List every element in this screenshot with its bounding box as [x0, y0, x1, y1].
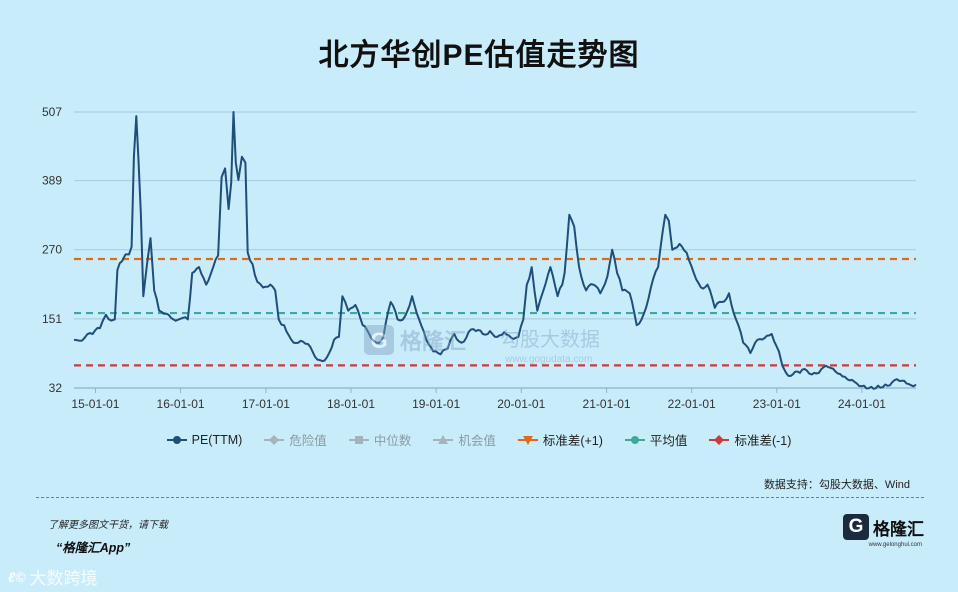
chart-watermark: G 格隆汇 勾股大数据 www.gogudata.com	[364, 325, 600, 365]
legend-item[interactable]: 危险值	[264, 430, 327, 449]
watermark-logo-icon	[364, 325, 394, 355]
y-tick-label: 389	[42, 174, 62, 188]
legend-item[interactable]: 标准差(+1)	[517, 430, 603, 449]
legend-swatch-icon	[709, 434, 730, 445]
watermark-brand-2: 勾股大数据	[500, 328, 600, 351]
divider	[36, 497, 924, 498]
x-tick-label: 20-01-01	[497, 397, 545, 411]
x-tick-label: 16-01-01	[157, 397, 205, 411]
legend-item[interactable]: 平均值	[624, 430, 688, 449]
y-tick-label: 32	[49, 381, 63, 395]
y-tick-label: 507	[42, 105, 62, 119]
watermark-brand: 格隆汇	[400, 329, 466, 354]
bottom-watermark-icon: ℓ©	[8, 568, 26, 585]
bottom-watermark: ℓ© 大数跨境	[8, 564, 98, 589]
legend-label: 标准差(+1)	[542, 434, 603, 448]
x-tick-labels: 15-01-01 16-01-01 17-01-01 18-01-01 19-01-01…	[71, 388, 886, 411]
x-tick-label: 18-01-01	[327, 397, 375, 411]
legend-label: 平均值	[649, 434, 688, 448]
legend-label: 机会值	[458, 434, 496, 448]
legend-swatch-icon	[264, 434, 285, 445]
grid-lines	[74, 111, 916, 389]
x-tick-label: 15-01-01	[71, 397, 119, 411]
y-tick-label: 151	[42, 312, 62, 326]
legend-item[interactable]: 标准差(-1)	[709, 430, 791, 449]
brand-logo: G 格隆汇	[843, 514, 924, 540]
chart-title: 北方华创PE估值走势图	[318, 39, 640, 72]
legend-label: PE(TTM)	[191, 432, 243, 447]
brand-g-icon: G	[843, 514, 869, 540]
legend-swatch-icon	[166, 435, 187, 444]
legend-label: 危险值	[289, 434, 327, 448]
legend-label: 标准差(-1)	[734, 434, 792, 448]
legend-item[interactable]: 机会值	[433, 430, 496, 449]
x-tick-label: 17-01-01	[242, 397, 290, 411]
chart-legend: PE(TTM) 危险值 中位数 机会值 标准差(+1) 平均值 标准差(-1)	[0, 430, 958, 449]
legend-swatch-icon	[624, 435, 645, 444]
legend-item[interactable]: PE(TTM)	[166, 430, 243, 449]
series-lines	[73, 111, 917, 390]
legend-swatch-icon	[517, 435, 538, 445]
data-source: 数据支持：勾股大数据、Wind	[763, 479, 910, 491]
brand-name: 格隆汇	[873, 519, 924, 539]
x-tick-label: 21-01-01	[583, 397, 631, 411]
bottom-watermark-text: 大数跨境	[29, 569, 98, 588]
x-tick-label: 23-01-01	[753, 397, 801, 411]
y-tick-labels: 32 151 270 389 507	[42, 105, 62, 395]
y-tick-label: 270	[42, 243, 62, 257]
legend-swatch-icon	[433, 434, 454, 444]
watermark-logo-letter: G	[370, 328, 387, 353]
watermark-site: www.gogudata.com	[504, 354, 592, 365]
x-tick-label: 19-01-01	[412, 397, 460, 411]
reference-lines	[74, 257, 916, 367]
legend-label: 中位数	[373, 434, 412, 448]
legend-item[interactable]: 中位数	[348, 430, 412, 449]
legend-swatch-icon	[348, 435, 369, 444]
x-tick-label: 24-01-01	[838, 397, 886, 411]
promo-line-2: “格隆汇App”	[56, 541, 131, 555]
x-tick-label: 22-01-01	[668, 397, 716, 411]
promo-line-1: 了解更多图文干货，请下载	[48, 520, 168, 531]
brand-url: www.gelonghui.com	[868, 542, 922, 548]
series-line-pe-ttm	[73, 111, 917, 390]
